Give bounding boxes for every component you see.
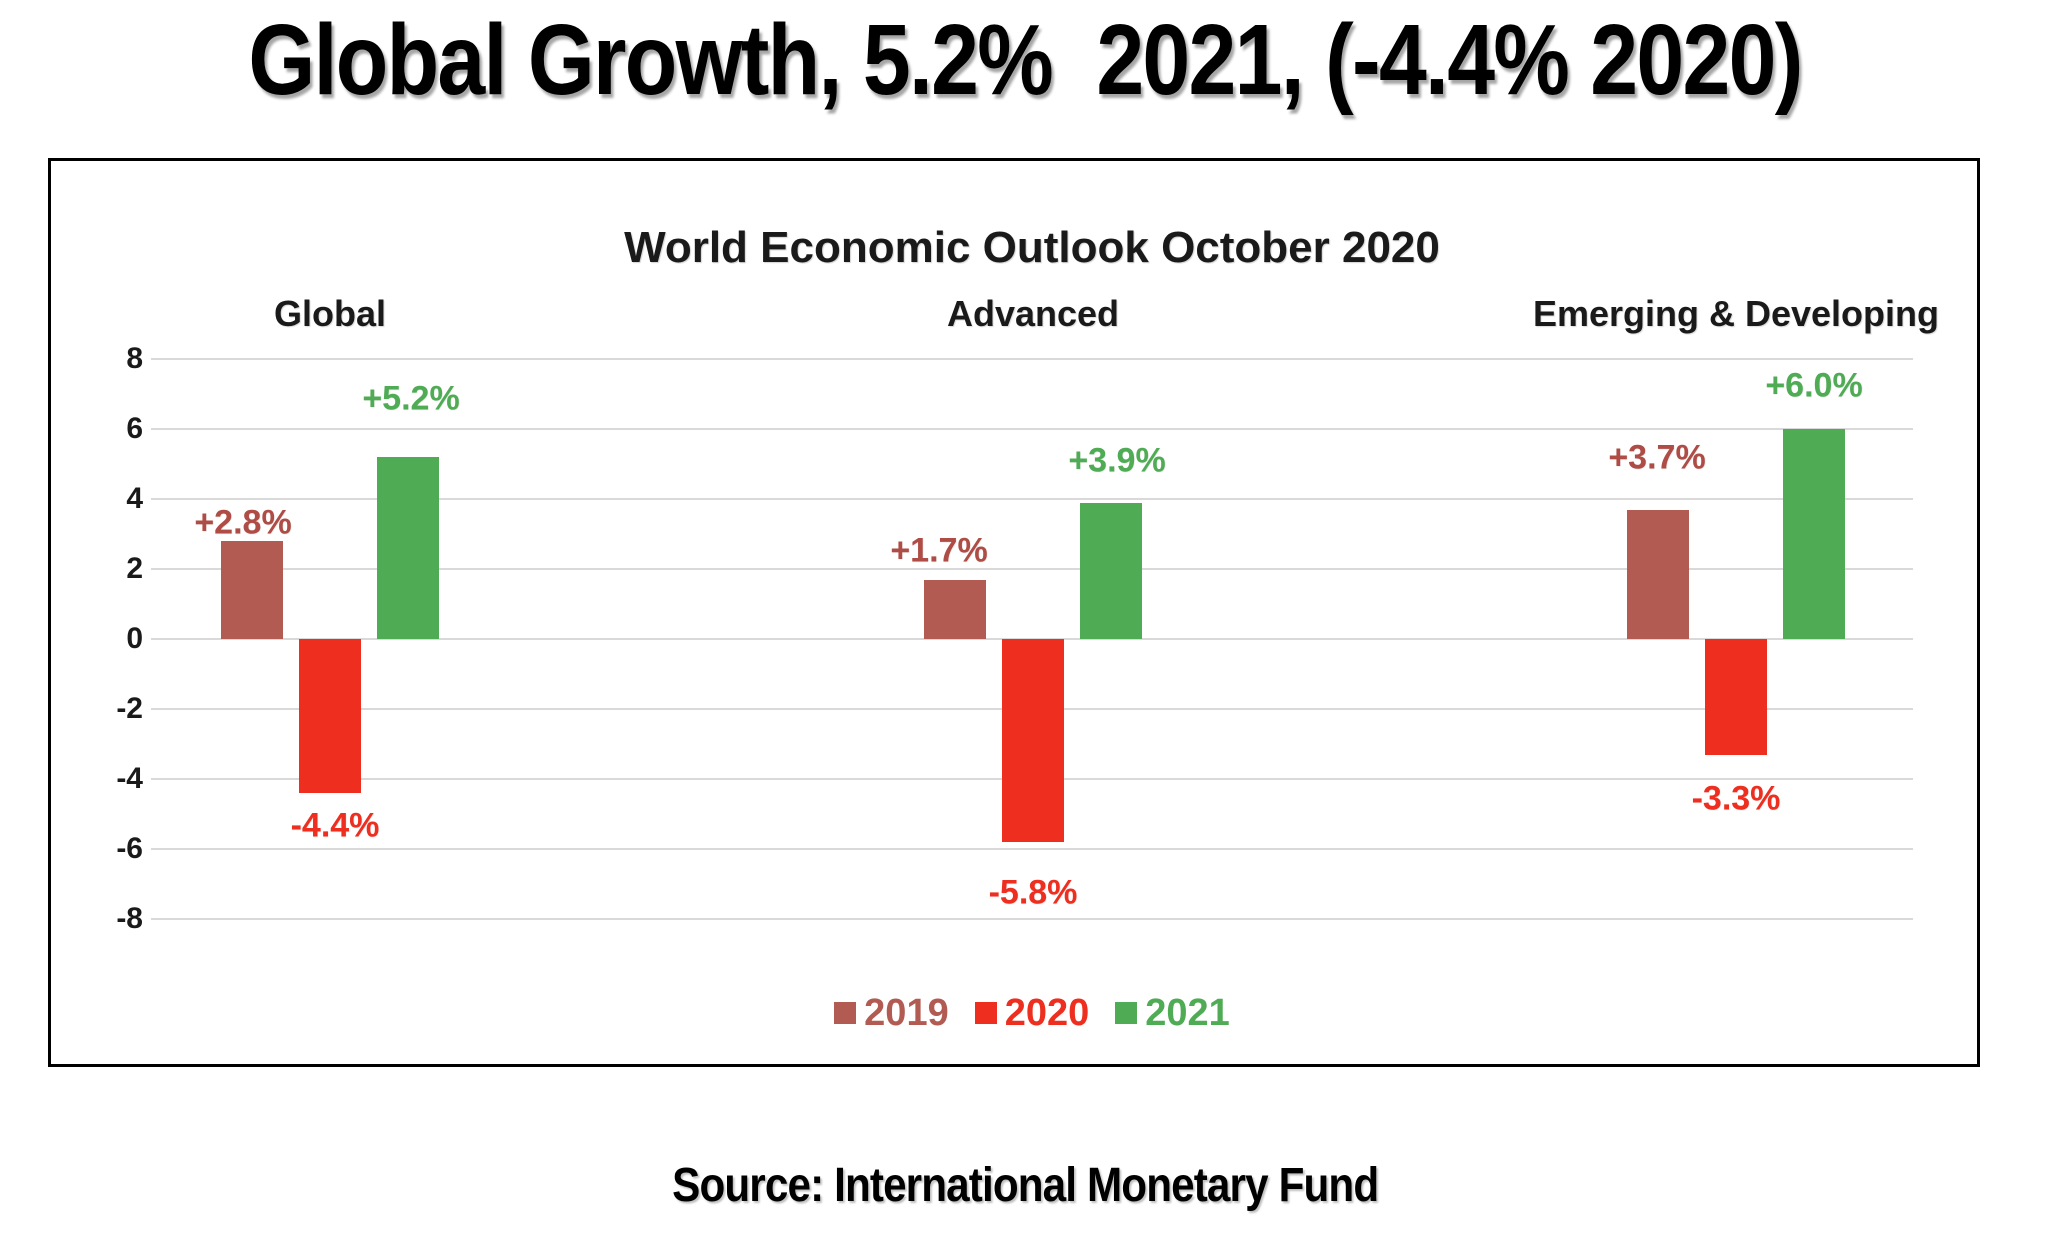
y-tick-label: 2: [126, 552, 143, 585]
bar-2020-advanced: [1002, 639, 1064, 842]
legend-label-2020: 2020: [1004, 992, 1090, 1034]
gridline-6: [151, 428, 1913, 430]
bar-2020-emerging-developing: [1705, 639, 1767, 755]
legend-swatch-2019: [834, 1002, 857, 1024]
bar-value-label: -5.8%: [988, 873, 1078, 912]
bar-value-label: +6.0%: [1765, 366, 1863, 405]
y-tick-label: -6: [116, 832, 143, 865]
bar-2020-global: [299, 639, 361, 793]
legend-item-2021: 2021: [1115, 993, 1230, 1033]
legend-item-2019: 2019: [834, 993, 949, 1033]
bar-value-label: +3.7%: [1608, 438, 1706, 477]
source-caption: Source: International Monetary Fund: [0, 1158, 2050, 1213]
bar-2021-advanced: [1080, 502, 1142, 639]
bar-value-label: +1.7%: [890, 531, 988, 570]
y-tick-label: 4: [126, 482, 143, 515]
bar-value-label: +5.2%: [362, 379, 460, 418]
gridline--8: [151, 918, 1913, 920]
bar-value-label: -4.4%: [290, 806, 380, 845]
gridline-2: [151, 568, 1913, 570]
bar-2019-global: [221, 541, 283, 639]
chart-title: World Economic Outlook October 2020: [624, 223, 1440, 272]
legend-swatch-2021: [1115, 1002, 1138, 1024]
category-label-advanced: Advanced: [946, 293, 1120, 334]
y-tick-label: -2: [116, 692, 143, 725]
legend-label-2019: 2019: [864, 992, 949, 1034]
bar-2019-advanced: [924, 579, 986, 639]
chart-frame: World Economic Outlook October 2020 8 6 4 2…: [48, 158, 1980, 1067]
bar-value-label: +3.9%: [1068, 441, 1166, 480]
y-tick-label: 6: [126, 412, 143, 445]
legend-swatch-2020: [974, 1002, 997, 1024]
chart-legend: 2019 2020 2021: [151, 993, 1913, 1033]
legend-label-2021: 2021: [1145, 992, 1230, 1034]
y-tick-label: -4: [116, 762, 143, 795]
category-label-global: Global: [273, 293, 387, 334]
y-tick-label: 0: [126, 622, 143, 655]
bar-2021-global: [377, 457, 439, 639]
y-tick-label: -8: [116, 902, 143, 935]
gridline--6: [151, 848, 1913, 850]
source-caption-text: Source: International Monetary Fund: [671, 1159, 1379, 1212]
bar-2021-emerging-developing: [1783, 429, 1845, 639]
legend-item-2020: 2020: [974, 992, 1090, 1034]
bar-value-label: +2.8%: [194, 503, 292, 542]
page-title-text: Global Growth, 5.2% 2021, (-4.4% 2020): [248, 4, 1803, 116]
page-title: Global Growth, 5.2% 2021, (-4.4% 2020): [0, 8, 2050, 113]
category-label-emerging-developing: Emerging & Developing: [1532, 293, 1940, 334]
plot-area: 8 6 4 2 0 -2 -4 -6 -8 Global Advanced Emerging & De…: [51, 161, 1977, 1064]
gridline-8: [151, 358, 1913, 360]
bar-value-label: -3.3%: [1691, 779, 1781, 818]
y-tick-label: 8: [126, 342, 143, 375]
gridline-4: [151, 498, 1913, 500]
bar-2019-emerging-developing: [1627, 509, 1689, 639]
